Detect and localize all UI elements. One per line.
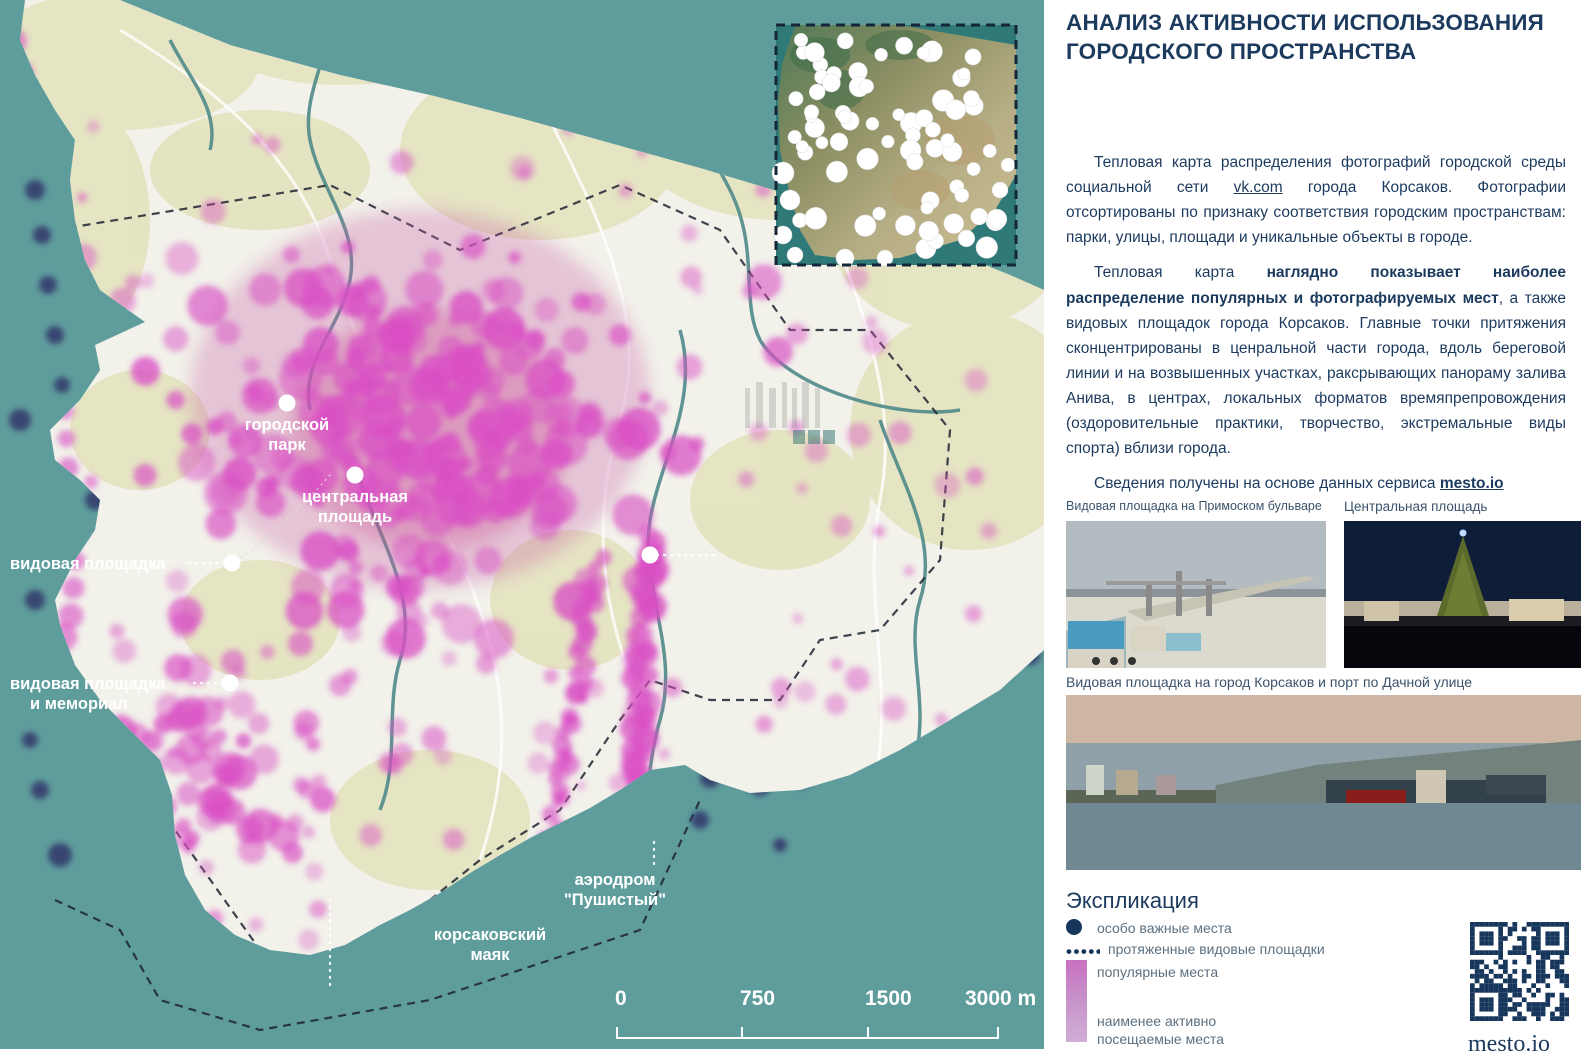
svg-text:1500: 1500	[865, 987, 912, 1010]
svg-text:городской: городской	[245, 416, 329, 434]
svg-text:видовая площадка: видовая площадка	[10, 555, 166, 573]
svg-text:и мемориал: и мемориал	[30, 695, 128, 713]
svg-text:750: 750	[740, 987, 775, 1010]
svg-text:аэродром: аэродром	[575, 871, 656, 889]
svg-text:0: 0	[615, 987, 627, 1010]
svg-text:площадь: площадь	[318, 508, 392, 526]
svg-text:корсаковский: корсаковский	[434, 926, 546, 944]
svg-text:маяк: маяк	[470, 946, 510, 964]
svg-text:"Пушистый": "Пушистый"	[564, 891, 666, 909]
svg-text:3000 m: 3000 m	[965, 987, 1036, 1010]
svg-text:парк: парк	[268, 436, 306, 454]
svg-text:центральная: центральная	[302, 488, 408, 506]
svg-text:видовая площадка: видовая площадка	[10, 675, 166, 693]
